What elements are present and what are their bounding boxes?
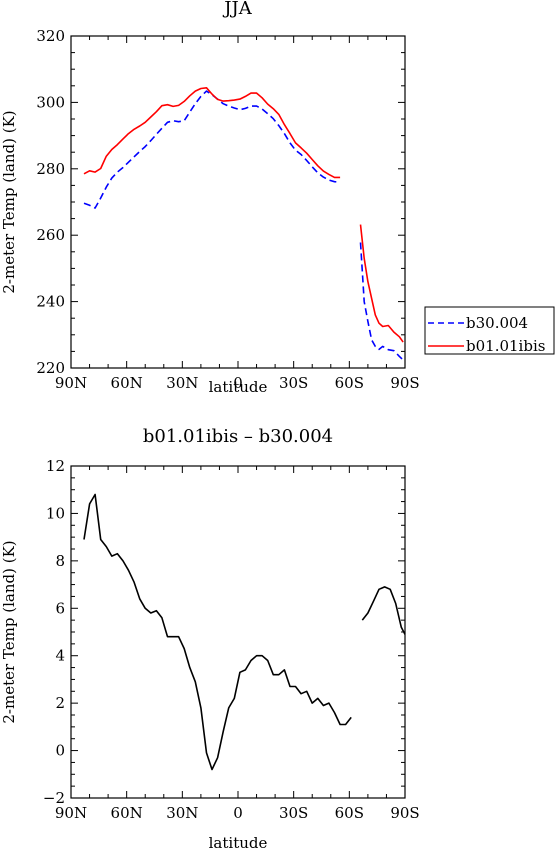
series-line-diff-seg1 [361,586,406,635]
y-tick-label: 6 [55,599,65,617]
x-tick-label: 0 [233,374,243,392]
x-tick-label: 90S [390,374,419,392]
y-tick-label: 260 [36,226,65,244]
plot-frame [70,465,406,799]
x-tick-label: 60S [335,804,364,822]
legend: b30.004 b01.01ibis [424,306,555,355]
plot-area-bottom: 90N 60N 30N 0 30S 60S 90S −2 0 2 4 6 8 10 12 [43,457,420,822]
difference-panel: b01.01ibis – b30.004 90N 60N 30N 0 30S 60S 90S… [0,426,420,851]
series-line-b01-01ibis-seg0 [83,87,341,179]
plot-area-top: 90N 60N 30N 0 30S 60S 90S 220 240 260 280 300 320 [36,27,419,392]
series-line-b30-004-seg1 [359,242,404,361]
y-tick-label: 10 [46,504,65,522]
y-tick-label: 240 [36,293,65,311]
x-tick-label: 60N [111,374,143,392]
x-tick-label: 30S [279,804,308,822]
x-tick-label: 60N [111,804,143,822]
y-tick-label: 0 [55,742,65,760]
chart-title-bottom: b01.01ibis – b30.004 [143,426,333,447]
chart-title-top: JJA [222,0,252,19]
x-tick-label: 30S [279,374,308,392]
x-tick-label: 30N [166,804,198,822]
y-tick-label: 300 [36,93,65,111]
x-axis-title-top: latitude [209,378,268,396]
x-tick-label: 90N [55,804,87,822]
legend-label-b01-01ibis: b01.01ibis [466,337,545,355]
x-tick-label: 60S [335,374,364,392]
x-tick-label: 90N [55,374,87,392]
y-tick-label: 220 [36,359,65,377]
y-tick-label: −2 [43,789,65,807]
y-tick-label: 8 [55,552,65,570]
y-tick-label: 2 [55,694,65,712]
plot-frame [70,35,406,369]
x-axis-title-bottom: latitude [209,834,268,851]
series-line-diff-seg0 [83,493,352,771]
y-tick-label: 320 [36,27,65,45]
y-tick-label: 4 [55,647,65,665]
legend-label-b30-004: b30.004 [466,314,528,332]
y-axis-title-top: 2-meter Temp (land) (K) [0,110,18,293]
series-line-b01-01ibis-seg1 [359,224,404,343]
y-axis-title-bottom: 2-meter Temp (land) (K) [0,540,18,723]
temperature-panel: JJA 90N 60N 30N 0 30S 60S 90S 220 240 260 280 300 32… [0,0,420,396]
x-tick-label: 30N [166,374,198,392]
x-tick-label: 0 [233,804,243,822]
x-tick-label: 90S [390,804,419,822]
series-line-b30-004-seg0 [83,90,341,209]
y-tick-label: 280 [36,160,65,178]
y-tick-label: 12 [46,457,65,475]
